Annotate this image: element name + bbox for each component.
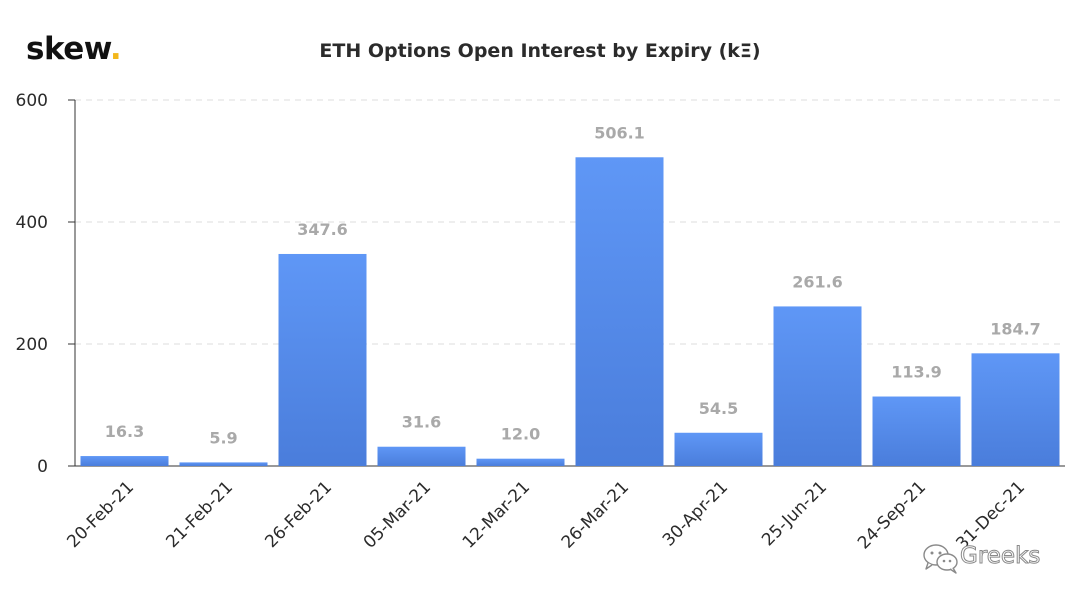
bar-30-Apr-21 (674, 432, 763, 466)
y-tick-label: 200 (16, 335, 48, 355)
logo-text: skew (26, 31, 110, 67)
chart-title: ETH Options Open Interest by Expiry (kΞ) (319, 40, 761, 62)
y-tick-label: 400 (16, 213, 48, 233)
data-label: 5.9 (209, 428, 237, 447)
bar-26-Mar-21 (575, 157, 664, 467)
x-tick-label: 12-Mar-21 (459, 477, 534, 552)
bar-20-Feb-21 (80, 456, 169, 466)
watermark-text: Greeks (959, 543, 1041, 569)
logo-dot: . (109, 31, 122, 67)
x-tick-label: 05-Mar-21 (360, 477, 435, 552)
x-tick-label: 20-Feb-21 (63, 477, 138, 552)
bars (80, 157, 1060, 467)
greeks-watermark: Greeks (922, 540, 1052, 580)
x-tick-label: 30-Apr-21 (659, 477, 732, 550)
data-label: 184.7 (990, 319, 1041, 338)
y-tick-label: 600 (16, 91, 48, 111)
wechat-icon (923, 544, 958, 574)
skew-logo: skew. (26, 31, 122, 67)
bar-21-Feb-21 (179, 462, 268, 466)
x-tick-label: 21-Feb-21 (162, 477, 237, 552)
y-tick-labels: 0 200 400 600 (16, 91, 48, 477)
bar-12-Mar-21 (476, 458, 565, 466)
bar-05-Mar-21 (377, 446, 466, 466)
bar-24-Sep-21 (872, 396, 961, 466)
data-labels: 16.3 5.9 347.6 31.6 12.0 506.1 54.5 261.6 113.9 1… (105, 123, 1041, 447)
grid-lines (75, 99, 1065, 345)
bar-31-Dec-21 (971, 353, 1060, 466)
data-label: 16.3 (105, 422, 144, 441)
x-tick-label: 25-Jun-21 (758, 477, 831, 550)
data-label: 54.5 (699, 399, 738, 418)
x-tick-labels: 20-Feb-21 21-Feb-21 26-Feb-21 05-Mar-21 12-M… (63, 477, 1029, 554)
y-tick-label: 0 (37, 457, 48, 477)
data-label: 347.6 (297, 220, 348, 239)
data-label: 31.6 (402, 413, 441, 432)
data-label: 261.6 (792, 272, 843, 291)
bar-26-Feb-21 (278, 253, 367, 466)
x-tick-label: 24-Sep-21 (854, 477, 930, 553)
x-tick-label: 26-Feb-21 (261, 477, 336, 552)
data-label: 113.9 (891, 363, 942, 382)
data-label: 506.1 (594, 123, 645, 142)
bar-25-Jun-21 (773, 306, 862, 466)
x-tick-label: 26-Mar-21 (558, 477, 633, 552)
data-label: 12.0 (501, 425, 540, 444)
